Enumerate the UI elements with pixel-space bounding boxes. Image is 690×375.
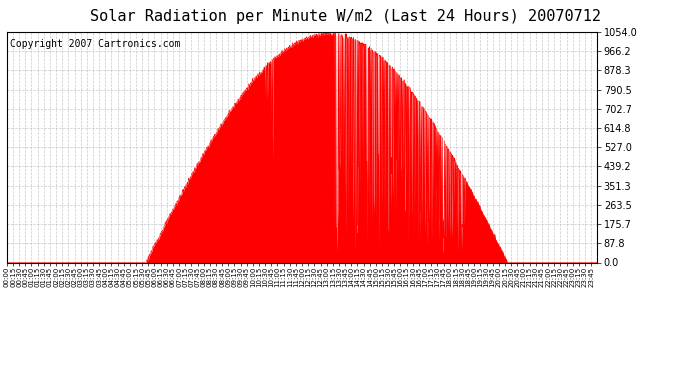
Text: Copyright 2007 Cartronics.com: Copyright 2007 Cartronics.com (10, 39, 180, 49)
Text: Solar Radiation per Minute W/m2 (Last 24 Hours) 20070712: Solar Radiation per Minute W/m2 (Last 24… (90, 9, 600, 24)
